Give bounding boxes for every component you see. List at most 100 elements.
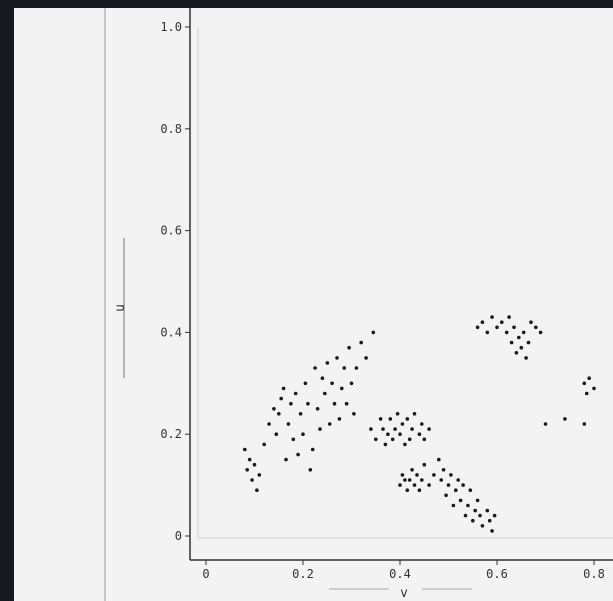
data-point	[485, 508, 490, 513]
data-point	[495, 325, 499, 330]
data-point	[543, 422, 548, 426]
data-point	[475, 498, 480, 503]
data-point	[310, 447, 315, 452]
data-point	[405, 417, 410, 421]
data-point	[473, 508, 478, 513]
data-point	[463, 513, 468, 518]
data-point	[480, 524, 485, 528]
data-point	[298, 412, 303, 416]
data-point	[407, 437, 412, 442]
data-point	[444, 493, 448, 498]
data-point	[584, 391, 589, 396]
data-point	[303, 381, 308, 386]
data-point	[313, 366, 317, 370]
data-point	[245, 468, 249, 472]
y-tick-label: 0.2	[160, 427, 182, 441]
data-point	[475, 325, 480, 330]
data-point	[325, 361, 330, 365]
data-point	[512, 325, 516, 330]
data-point	[332, 401, 337, 406]
y-tick-label: 0	[175, 529, 182, 543]
y-tick-label: 0.4	[160, 325, 182, 339]
data-point	[490, 315, 494, 319]
data-point	[437, 457, 441, 462]
data-point	[340, 386, 344, 391]
y-axis-label: u	[113, 304, 128, 312]
x-axis-label: v	[400, 586, 408, 601]
data-point	[492, 513, 497, 518]
data-point	[359, 340, 364, 345]
data-point	[458, 498, 463, 503]
data-point	[400, 473, 405, 477]
data-point	[330, 381, 334, 386]
data-point	[281, 386, 286, 391]
data-point	[255, 488, 259, 493]
data-point	[485, 330, 490, 335]
data-point	[446, 483, 451, 487]
data-point	[398, 432, 402, 437]
data-point	[487, 518, 492, 523]
data-point	[422, 437, 427, 442]
data-point	[335, 356, 339, 360]
data-point	[439, 478, 444, 482]
data-point	[257, 473, 262, 477]
data-point	[427, 483, 431, 487]
data-point	[320, 376, 325, 381]
data-point	[410, 468, 414, 472]
data-point	[490, 529, 494, 533]
data-point	[327, 422, 332, 426]
data-point	[308, 468, 313, 472]
data-point	[529, 320, 533, 325]
data-point	[456, 478, 461, 482]
data-point	[291, 437, 296, 442]
data-point	[466, 503, 470, 508]
x-tick-label: 0.6	[486, 567, 508, 581]
y-ticks: 0 0.2 0.4 0.6 0.8 1.0	[160, 20, 190, 543]
data-point	[454, 488, 458, 493]
data-point	[478, 513, 482, 518]
data-point	[352, 412, 356, 416]
data-point	[517, 335, 521, 340]
data-point	[386, 432, 390, 437]
points-layer	[243, 315, 596, 533]
data-point	[420, 478, 424, 482]
y-tick-label: 1.0	[160, 20, 182, 34]
x-tick-label: 0	[202, 567, 209, 581]
data-point	[371, 330, 376, 335]
data-point	[284, 457, 288, 462]
data-point	[587, 376, 591, 381]
y-tick-label: 0.6	[160, 224, 182, 238]
data-point	[582, 381, 587, 386]
data-point	[526, 340, 531, 345]
y-tick-label: 0.8	[160, 122, 182, 136]
data-point	[480, 320, 485, 325]
data-point	[500, 320, 504, 325]
data-point	[449, 473, 453, 477]
data-point	[461, 483, 465, 487]
data-point	[427, 427, 431, 431]
x-tick-label: 0.2	[292, 567, 314, 581]
data-point	[524, 356, 528, 360]
data-point	[504, 330, 509, 335]
data-point	[420, 422, 424, 426]
data-point	[289, 401, 293, 406]
data-point	[354, 366, 359, 370]
data-point	[432, 473, 436, 477]
data-point	[381, 427, 385, 431]
data-point	[378, 417, 383, 421]
data-point	[390, 437, 395, 442]
scatter-plot: 0 0.2 0.4 0.6 0.8 0 0.2 0.4 0.6 0.8 1.0 u v	[104, 8, 613, 601]
data-point	[514, 351, 519, 355]
data-point	[403, 442, 407, 447]
data-point	[471, 518, 475, 523]
data-point	[323, 391, 327, 396]
data-point	[582, 422, 587, 426]
data-point	[417, 432, 422, 437]
data-point	[412, 412, 417, 416]
data-point	[337, 417, 342, 421]
data-point	[364, 356, 368, 360]
data-point	[318, 427, 322, 431]
data-point	[274, 432, 279, 437]
data-point	[243, 447, 247, 452]
data-point	[301, 432, 305, 437]
